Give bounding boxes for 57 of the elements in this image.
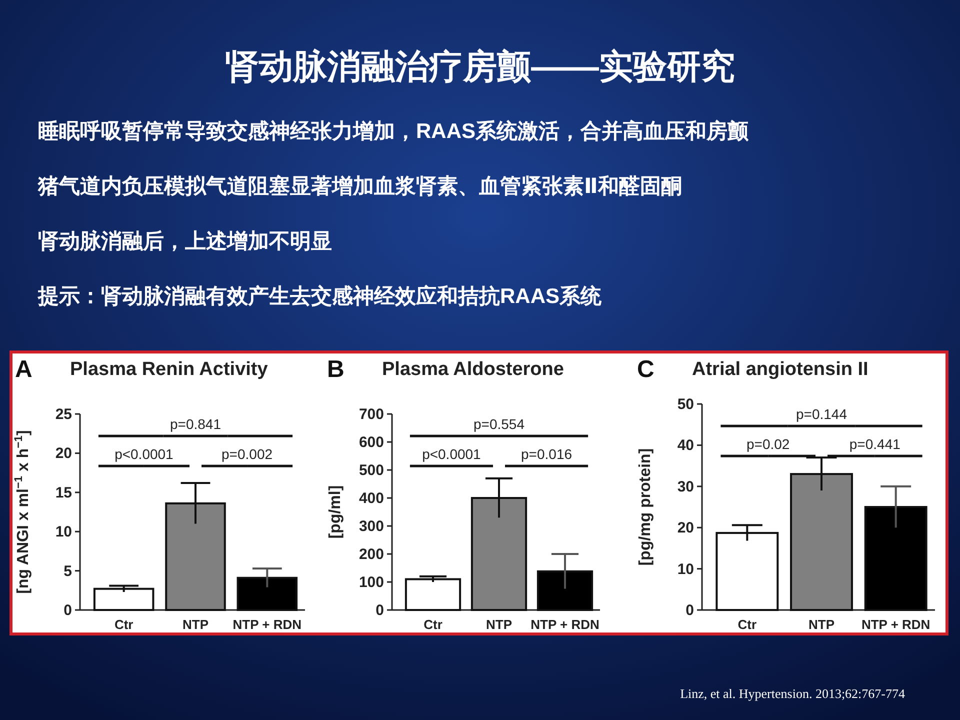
text: 睡眠呼吸暂停常导致交感神经张力增加，RAAS系统激活，合并高血压和房颤 (38, 119, 750, 143)
y-tick-label: 500 (358, 462, 384, 479)
bar (236, 576, 298, 611)
chart-title: Atrial angiotensin II (692, 359, 868, 380)
annotation: p<0.0001 (422, 446, 482, 462)
y-tick-label: 0 (686, 602, 694, 619)
y-tick-label: 25 (55, 406, 72, 423)
x-tick-label: Ctr (738, 617, 757, 632)
y-tick-label: 20 (677, 520, 694, 537)
x-tick-label: NTP + RDN (530, 617, 600, 632)
annotation: p=0.02 (746, 436, 790, 452)
x-tick-label: NTP (486, 617, 512, 632)
annotation: p=0.016 (521, 446, 572, 462)
text: 肾动脉消融后，上述增加不明显 (38, 229, 332, 253)
annotation: p=0.144 (796, 406, 848, 422)
annotation: p=0.441 (849, 436, 901, 452)
bar (864, 506, 928, 611)
text: B (327, 356, 344, 383)
x-tick-label: Ctr (424, 617, 442, 632)
text: A (15, 356, 32, 383)
y-axis-title: [pg/mg protein] (637, 448, 654, 566)
annotation: p=0.841 (170, 416, 222, 432)
chart-title: Plasma Aldosterone (382, 359, 564, 380)
y-tick-label: 600 (358, 434, 384, 451)
x-tick-label: NTP (808, 617, 835, 632)
y-tick-label: 30 (677, 478, 694, 496)
bar (93, 588, 154, 611)
text: Linz, et al. Hypertension. 2013;62:767-774 (680, 686, 906, 701)
y-axis-title: [pg/ml] (327, 485, 344, 539)
y-tick-label: 20 (55, 445, 72, 462)
text: C (637, 356, 654, 383)
y-tick-label: 0 (376, 602, 384, 619)
y-tick-label: 50 (677, 396, 694, 413)
y-tick-label: 400 (358, 490, 384, 507)
y-tick-label: 100 (358, 574, 384, 591)
y-tick-label: 300 (358, 518, 384, 535)
text: 猪气道内负压模拟气道阻塞显著增加血浆肾素、血管紧张素Ⅱ和醛固酮 (37, 174, 682, 198)
x-tick-label: NTP (182, 617, 209, 632)
annotation: p=0.002 (222, 446, 273, 462)
y-tick-label: 700 (358, 406, 384, 423)
x-tick-label: NTP + RDN (232, 617, 302, 632)
y-tick-label: 5 (64, 562, 72, 580)
text: 提示：肾动脉消融有效产生去交感神经效应和拮抗RAAS系统 (37, 284, 603, 308)
y-tick-label: 15 (55, 484, 72, 502)
annotation: p=0.554 (474, 416, 525, 432)
annotation: p<0.0001 (114, 446, 174, 462)
chart-title: Plasma Renin Activity (70, 359, 268, 380)
text: 肾动脉消融治疗房颤——实验研究 (225, 48, 735, 86)
y-tick-label: 10 (55, 524, 72, 541)
x-tick-label: NTP + RDN (861, 617, 930, 632)
bar (536, 570, 594, 611)
bar (404, 578, 462, 611)
x-tick-label: Ctr (114, 617, 134, 632)
y-tick-label: 10 (677, 560, 694, 578)
y-tick-label: 200 (358, 546, 384, 563)
y-tick-label: 40 (677, 437, 694, 454)
y-tick-label: 0 (64, 602, 72, 619)
